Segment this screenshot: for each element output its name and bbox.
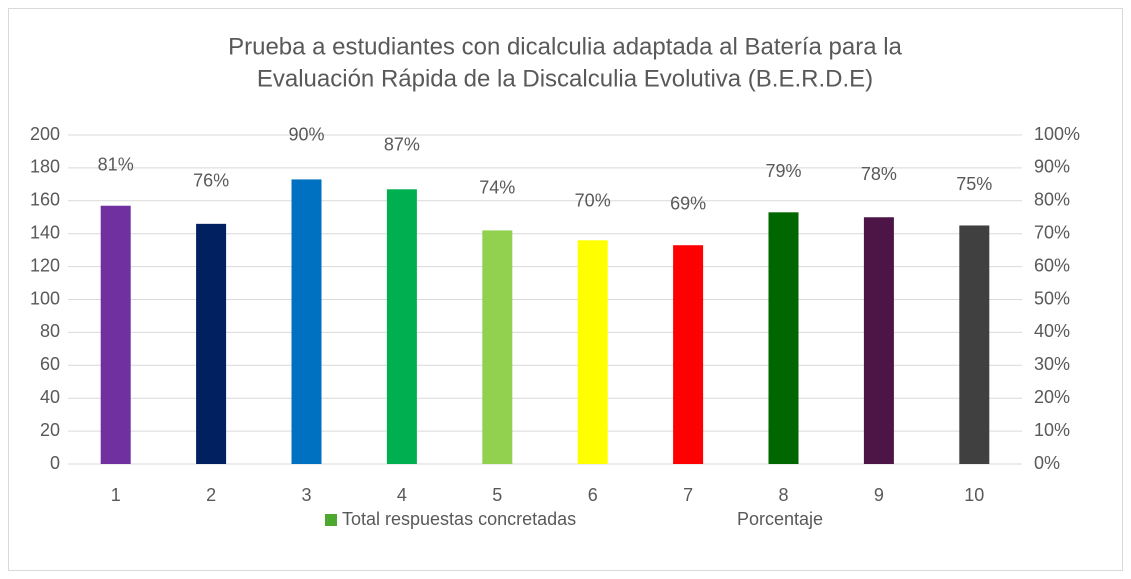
data-label: 78% xyxy=(861,164,897,184)
x-tick-label: 7 xyxy=(683,485,693,505)
x-tick-label: 9 xyxy=(874,485,884,505)
y2-tick-label: 50% xyxy=(1034,288,1070,308)
x-tick-label: 1 xyxy=(111,485,121,505)
x-tick-label: 4 xyxy=(397,485,407,505)
data-label: 87% xyxy=(384,135,420,155)
y-tick-label: 180 xyxy=(30,157,60,177)
y-tick-label: 100 xyxy=(30,288,60,308)
bar xyxy=(673,245,704,464)
bar xyxy=(863,217,894,464)
data-label: 70% xyxy=(575,190,611,210)
y2-tick-label: 100% xyxy=(1034,124,1080,144)
x-tick-label: 10 xyxy=(964,485,984,505)
y2-tick-label: 10% xyxy=(1034,420,1070,440)
x-tick-label: 3 xyxy=(301,485,311,505)
data-label: 69% xyxy=(670,194,706,214)
y2-tick-label: 20% xyxy=(1034,387,1070,407)
y2-tick-label: 80% xyxy=(1034,190,1070,210)
bar xyxy=(100,205,131,465)
y2-tick-label: 30% xyxy=(1034,354,1070,374)
y-tick-label: 80 xyxy=(40,321,60,341)
legend-label: Total respuestas concretadas xyxy=(342,509,576,529)
x-tick-label: 2 xyxy=(206,485,216,505)
y-tick-label: 160 xyxy=(30,190,60,210)
data-label: 90% xyxy=(288,125,324,145)
bar xyxy=(482,230,513,464)
bar xyxy=(768,212,799,464)
y-tick-label: 120 xyxy=(30,255,60,275)
y2-tick-label: 90% xyxy=(1034,157,1070,177)
bar xyxy=(577,240,608,464)
y-tick-label: 60 xyxy=(40,354,60,374)
bar xyxy=(291,179,322,465)
y2-tick-label: 60% xyxy=(1034,255,1070,275)
y2-tick-label: 70% xyxy=(1034,222,1070,242)
data-label: 79% xyxy=(765,161,801,181)
y-tick-label: 20 xyxy=(40,420,60,440)
x-tick-label: 6 xyxy=(588,485,598,505)
data-label: 74% xyxy=(479,177,515,197)
legend-label: Porcentaje xyxy=(737,509,823,529)
bar xyxy=(959,225,990,464)
bar xyxy=(386,189,417,464)
y-tick-label: 140 xyxy=(30,222,60,242)
y-tick-label: 40 xyxy=(40,387,60,407)
y-tick-label: 0 xyxy=(50,453,60,473)
x-tick-label: 8 xyxy=(778,485,788,505)
data-label: 81% xyxy=(98,154,134,174)
data-label: 75% xyxy=(956,174,992,194)
chart-border xyxy=(8,8,1123,571)
y2-tick-label: 0% xyxy=(1034,453,1060,473)
y-tick-label: 200 xyxy=(30,124,60,144)
x-tick-label: 5 xyxy=(492,485,502,505)
y2-tick-label: 40% xyxy=(1034,321,1070,341)
chart-title: Prueba a estudiantes con dicalculia adap… xyxy=(228,33,902,60)
legend-marker xyxy=(325,514,337,526)
chart-title: Evaluación Rápida de la Discalculia Evol… xyxy=(257,65,873,92)
data-label: 76% xyxy=(193,171,229,191)
bar xyxy=(196,223,227,464)
